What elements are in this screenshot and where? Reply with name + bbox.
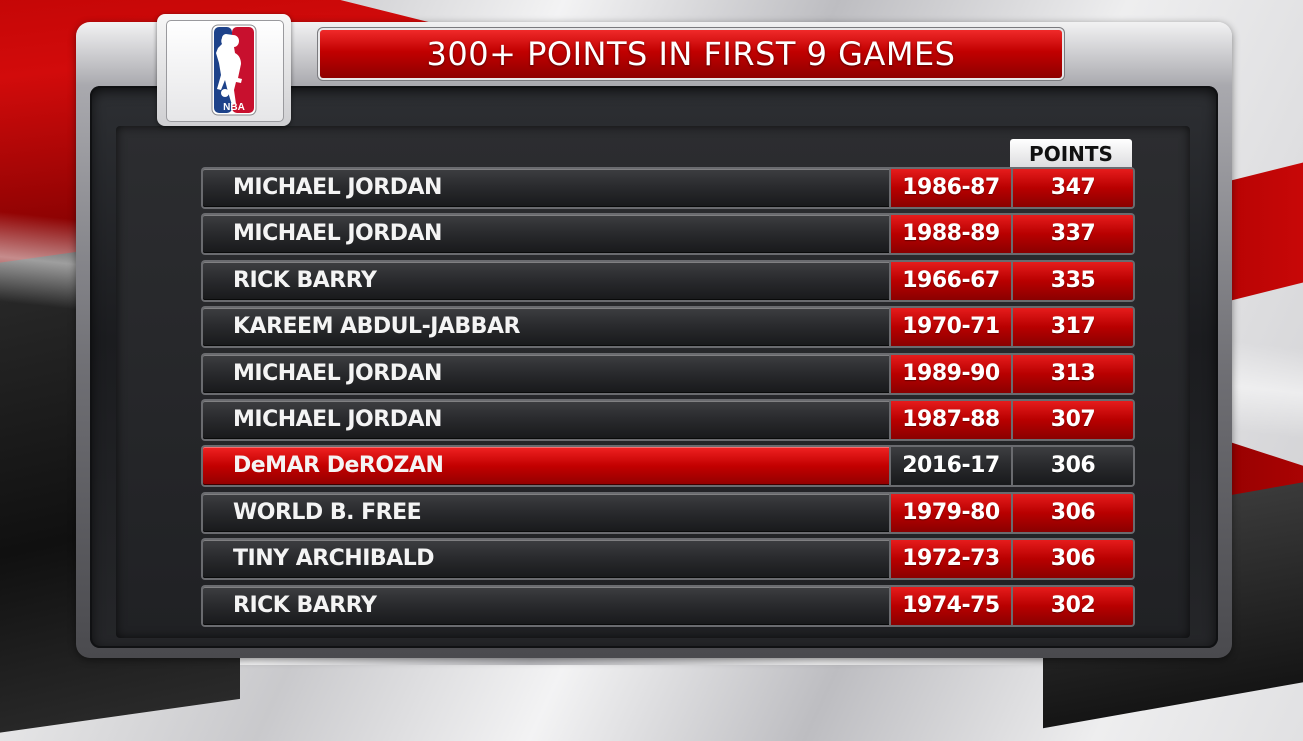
points-cell: 337 bbox=[1013, 215, 1133, 253]
season-cell: 1966-67 bbox=[891, 262, 1011, 300]
season-cell: 2016-17 bbox=[891, 447, 1011, 485]
season-cell: 1986-87 bbox=[891, 169, 1011, 207]
season-value: 1972-73 bbox=[902, 546, 1000, 571]
nba-logo-text: NBA bbox=[223, 102, 245, 113]
points-cell: 306 bbox=[1013, 494, 1133, 532]
table-row: MICHAEL JORDAN 1989-90 313 bbox=[203, 355, 1133, 393]
player-name-cell: MICHAEL JORDAN bbox=[203, 401, 891, 439]
player-name-cell: MICHAEL JORDAN bbox=[203, 215, 891, 253]
player-name-cell: TINY ARCHIBALD bbox=[203, 540, 891, 578]
points-value: 306 bbox=[1050, 500, 1096, 525]
points-value: 317 bbox=[1050, 314, 1096, 339]
player-name-cell: WORLD B. FREE bbox=[203, 494, 891, 532]
table-row: DeMAR DeROZAN 2016-17 306 bbox=[203, 447, 1133, 485]
player-name: MICHAEL JORDAN bbox=[233, 175, 442, 200]
points-value: 307 bbox=[1050, 407, 1096, 432]
points-cell: 307 bbox=[1013, 401, 1133, 439]
player-name: RICK BARRY bbox=[233, 268, 377, 293]
table-row: TINY ARCHIBALD 1972-73 306 bbox=[203, 540, 1133, 578]
season-value: 1987-88 bbox=[902, 407, 1000, 432]
points-header-label: POINTS bbox=[1029, 142, 1113, 166]
season-cell: 1979-80 bbox=[891, 494, 1011, 532]
season-cell: 1989-90 bbox=[891, 355, 1011, 393]
points-value: 306 bbox=[1050, 546, 1096, 571]
points-value: 335 bbox=[1050, 268, 1096, 293]
player-name-cell: KAREEM ABDUL-JABBAR bbox=[203, 308, 891, 346]
points-cell: 302 bbox=[1013, 587, 1133, 625]
player-name: MICHAEL JORDAN bbox=[233, 407, 442, 432]
table-row: RICK BARRY 1974-75 302 bbox=[203, 587, 1133, 625]
logo-frame: NBA bbox=[166, 20, 284, 122]
points-value: 313 bbox=[1050, 361, 1096, 386]
player-name-cell: MICHAEL JORDAN bbox=[203, 355, 891, 393]
player-name-cell: RICK BARRY bbox=[203, 262, 891, 300]
points-cell: 313 bbox=[1013, 355, 1133, 393]
points-value: 302 bbox=[1050, 593, 1096, 618]
table-row: MICHAEL JORDAN 1986-87 347 bbox=[203, 169, 1133, 207]
player-name: DeMAR DeROZAN bbox=[233, 453, 444, 478]
season-cell: 1974-75 bbox=[891, 587, 1011, 625]
table-row: KAREEM ABDUL-JABBAR 1970-71 317 bbox=[203, 308, 1133, 346]
points-cell: 306 bbox=[1013, 540, 1133, 578]
season-value: 1989-90 bbox=[902, 361, 1000, 386]
points-value: 347 bbox=[1050, 175, 1096, 200]
player-name-cell: MICHAEL JORDAN bbox=[203, 169, 891, 207]
season-value: 1988-89 bbox=[902, 221, 1000, 246]
points-cell: 317 bbox=[1013, 308, 1133, 346]
title-bar: 300+ POINTS IN FIRST 9 GAMES bbox=[320, 30, 1062, 78]
points-cell: 335 bbox=[1013, 262, 1133, 300]
season-value: 1970-71 bbox=[902, 314, 1000, 339]
nba-logo-icon: NBA bbox=[211, 24, 257, 116]
points-cell: 306 bbox=[1013, 447, 1133, 485]
table-row: MICHAEL JORDAN 1988-89 337 bbox=[203, 215, 1133, 253]
points-value: 306 bbox=[1050, 453, 1096, 478]
player-name: RICK BARRY bbox=[233, 593, 377, 618]
table-row: MICHAEL JORDAN 1987-88 307 bbox=[203, 401, 1133, 439]
player-name: MICHAEL JORDAN bbox=[233, 221, 442, 246]
points-cell: 347 bbox=[1013, 169, 1133, 207]
season-value: 1966-67 bbox=[902, 268, 1000, 293]
page-title: 300+ POINTS IN FIRST 9 GAMES bbox=[426, 35, 956, 73]
season-value: 1974-75 bbox=[902, 593, 1000, 618]
season-cell: 1988-89 bbox=[891, 215, 1011, 253]
player-name: MICHAEL JORDAN bbox=[233, 361, 442, 386]
season-cell: 1970-71 bbox=[891, 308, 1011, 346]
season-value: 1979-80 bbox=[902, 500, 1000, 525]
season-value: 2016-17 bbox=[902, 453, 1000, 478]
season-cell: 1972-73 bbox=[891, 540, 1011, 578]
table-row: RICK BARRY 1966-67 335 bbox=[203, 262, 1133, 300]
points-value: 337 bbox=[1050, 221, 1096, 246]
season-cell: 1987-88 bbox=[891, 401, 1011, 439]
player-name-cell: DeMAR DeROZAN bbox=[203, 447, 891, 485]
player-name: KAREEM ABDUL-JABBAR bbox=[233, 314, 520, 339]
player-name: TINY ARCHIBALD bbox=[233, 546, 434, 571]
logo-box: NBA bbox=[157, 14, 291, 126]
player-name: WORLD B. FREE bbox=[233, 500, 422, 525]
table-row: WORLD B. FREE 1979-80 306 bbox=[203, 494, 1133, 532]
points-column-header: POINTS bbox=[1010, 139, 1132, 168]
player-name-cell: RICK BARRY bbox=[203, 587, 891, 625]
season-value: 1986-87 bbox=[902, 175, 1000, 200]
